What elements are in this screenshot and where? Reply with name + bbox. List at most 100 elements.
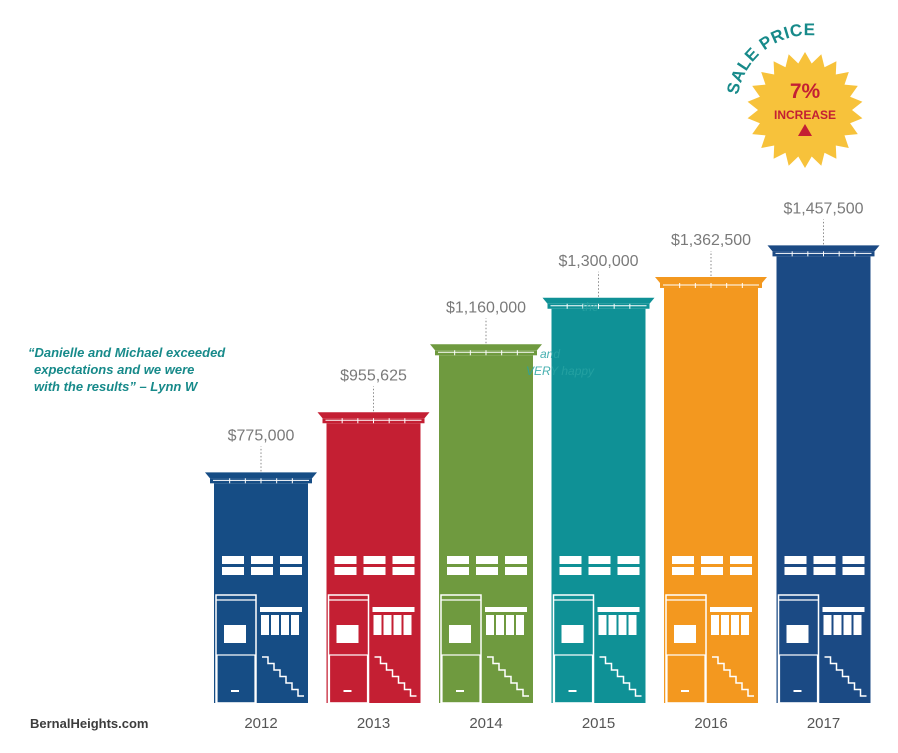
bar-window [222, 567, 244, 575]
bar-window [505, 567, 527, 575]
bar-bay-pane [618, 615, 627, 635]
bar-window [334, 556, 357, 564]
bar-bay-pane [486, 615, 494, 635]
bar-door-window [786, 625, 809, 643]
bar-door-window [561, 625, 584, 643]
bar-bay-pane [711, 615, 719, 635]
bar-bay-pane [628, 615, 637, 635]
bar-2013: $955,625 2013 [317, 367, 430, 732]
bar-cornice [317, 412, 430, 419]
bar-value-label: $1,362,500 [671, 232, 751, 249]
bar-door-slot [793, 690, 802, 692]
bar-door [666, 654, 706, 704]
badge-label: INCREASE [774, 108, 836, 122]
bar-window [392, 567, 415, 575]
bar-window [730, 556, 752, 564]
bar-door-slot [231, 690, 239, 692]
bar-cornice [542, 297, 655, 304]
ghost-text-the: the [582, 300, 599, 314]
bar-window [617, 567, 640, 575]
bar-door-window [336, 625, 359, 643]
bar-window [476, 567, 498, 575]
bar-bay-pane [843, 615, 852, 635]
bar-stairs [487, 656, 529, 697]
quote-line-1: “Danielle and Michael exceeded [28, 345, 226, 360]
bar-window [842, 556, 865, 564]
bar-bay-pane [823, 615, 832, 635]
bar-bay-pane [598, 615, 607, 635]
bar-bay-pane [291, 615, 299, 635]
up-arrow-icon [798, 124, 812, 136]
bar-window [784, 567, 807, 575]
bar-value-label: $1,160,000 [446, 299, 526, 316]
bar-window [617, 556, 640, 564]
badge-starburst [747, 52, 863, 168]
testimonial-quote: “Danielle and Michael exceeded expectati… [28, 344, 268, 395]
bar-window [559, 556, 582, 564]
bar-window [251, 567, 273, 575]
bar-bay-pane [506, 615, 514, 635]
quote-line-3: with the results” – Lynn W [34, 379, 198, 394]
bar-bay-top [710, 607, 752, 612]
bar-value-label: $775,000 [228, 427, 295, 444]
bar-window [363, 556, 386, 564]
bar-bay-pane [383, 615, 392, 635]
bar-door [553, 654, 594, 704]
bar-bay-pane [608, 615, 617, 635]
bar-window [476, 556, 498, 564]
bar-bay-pane [393, 615, 402, 635]
bar-window [334, 567, 357, 575]
bar-window [505, 556, 527, 564]
bar-window [730, 567, 752, 575]
bar-2014: $1,160,000 2014 [430, 299, 542, 732]
bar-bay-pane [496, 615, 504, 635]
bar-cornice [205, 472, 317, 479]
bar-window [251, 556, 273, 564]
ghost-text-and: and [540, 347, 561, 361]
x-tick-label: 2013 [357, 715, 390, 732]
bar-door-slot [456, 690, 464, 692]
bar-cornice [767, 245, 880, 252]
bar-window [222, 556, 244, 564]
bar-window [280, 567, 302, 575]
bar-window [701, 556, 723, 564]
bar-value-label: $1,300,000 [558, 253, 638, 270]
bar-bay-pane [741, 615, 749, 635]
bar-window [842, 567, 865, 575]
bar-door-window [224, 625, 246, 643]
bar-door-slot [568, 690, 577, 692]
bar-door [328, 654, 369, 704]
bar-bay-top [822, 607, 865, 612]
bar-window [447, 556, 469, 564]
bar-2016: $1,362,500 2016 [655, 232, 767, 732]
bar-stairs [824, 656, 867, 697]
bar-bay-pane [516, 615, 524, 635]
bar-bay-pane [833, 615, 842, 635]
bar-2017: $1,457,500 2017 [767, 200, 880, 732]
bar-bay-pane [281, 615, 289, 635]
bar-door-window [674, 625, 696, 643]
bar-window [701, 567, 723, 575]
bar-bay-top [260, 607, 302, 612]
bar-door-window [449, 625, 471, 643]
bar-stairs [374, 656, 417, 697]
bar-window [672, 556, 694, 564]
bar-bay-pane [271, 615, 279, 635]
bar-bay-pane [731, 615, 739, 635]
bar-value-label: $1,457,500 [783, 200, 863, 217]
ghost-text-very-happy: VERY happy [526, 364, 595, 378]
bar-bay-pane [721, 615, 729, 635]
bar-bay-pane [403, 615, 412, 635]
bar-2012: $775,000 2012 [205, 427, 317, 732]
bar-window [447, 567, 469, 575]
bar-window [280, 556, 302, 564]
bar-bay-pane [261, 615, 269, 635]
bar-body [214, 483, 308, 703]
bar-window [588, 556, 611, 564]
bar-bay-top [372, 607, 415, 612]
bar-window [392, 556, 415, 564]
bar-stairs [599, 656, 642, 697]
bar-window [363, 567, 386, 575]
bar-window [588, 567, 611, 575]
